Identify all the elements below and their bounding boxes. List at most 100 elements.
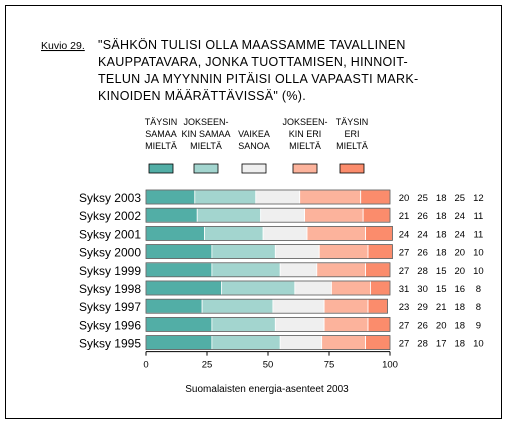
- value-label: 16: [455, 284, 466, 295]
- category-label: Syksy 2001: [79, 227, 141, 241]
- bar-segment: [362, 207, 391, 223]
- bar-segment: [367, 298, 388, 314]
- value-label: 27: [399, 248, 410, 259]
- legend-label: JOKSEEN-: [183, 117, 228, 127]
- x-tick-label: 0: [143, 360, 148, 371]
- legend-label: KIN ERI: [289, 129, 322, 139]
- value-label: 18: [436, 193, 447, 204]
- bar-segment: [304, 207, 364, 223]
- bar-segment: [321, 335, 366, 351]
- value-label: 27: [399, 266, 410, 277]
- bar-segment: [323, 316, 369, 332]
- value-label: 24: [455, 211, 466, 222]
- legend-label: MIELTÄ: [289, 141, 321, 151]
- bar-segment: [367, 244, 393, 260]
- bar-outline: [145, 207, 391, 223]
- value-label: 8: [476, 302, 481, 313]
- bar-segment: [260, 207, 305, 223]
- bar-outline: [145, 298, 388, 314]
- value-label: 11: [473, 211, 483, 222]
- category-label: Syksy 2002: [79, 209, 141, 223]
- bar-outline: [145, 225, 393, 241]
- value-label: 28: [417, 266, 428, 277]
- value-label: 31: [399, 284, 410, 295]
- bar-segment: [272, 298, 325, 314]
- bar-segment: [255, 189, 301, 205]
- value-label: 18: [455, 339, 466, 350]
- legend-label: SANOA: [238, 141, 270, 151]
- category-label: Syksy 1998: [79, 282, 141, 296]
- bar-segment: [299, 189, 362, 205]
- value-label: 18: [436, 248, 447, 259]
- value-label: 20: [436, 320, 447, 331]
- value-label: 25: [455, 193, 466, 204]
- value-label: 10: [473, 266, 484, 277]
- legend-swatch: [148, 163, 174, 174]
- source-note: Suomalaisten energia-asenteet 2003: [185, 384, 349, 395]
- value-label: 29: [417, 302, 428, 313]
- value-label: 20: [399, 193, 410, 204]
- value-label: 20: [455, 266, 466, 277]
- legend-label: TÄYSIN: [145, 117, 178, 127]
- bar-segment: [145, 280, 223, 296]
- value-label: 21: [436, 302, 447, 313]
- bar-outline: [145, 244, 393, 260]
- value-label: 24: [399, 229, 410, 240]
- value-label: 15: [436, 284, 447, 295]
- value-label: 26: [417, 320, 428, 331]
- bar-segment: [279, 262, 318, 278]
- bar-segment: [274, 244, 320, 260]
- bar-segment: [323, 298, 369, 314]
- x-tick-label: 75: [324, 360, 335, 371]
- value-label: 15: [436, 266, 447, 277]
- value-label: 24: [417, 229, 428, 240]
- bar-segment: [145, 189, 196, 205]
- title-line: "SÄHKÖN TULISI OLLA MAASSAMME TAVALLINEN: [98, 38, 406, 52]
- value-label: 27: [399, 339, 410, 350]
- bar-outline: [145, 316, 391, 332]
- bar-outline: [145, 280, 391, 296]
- category-label: Syksy 1999: [79, 264, 141, 278]
- bar-segment: [211, 262, 281, 278]
- bar-segment: [370, 280, 391, 296]
- value-label: 26: [417, 211, 428, 222]
- value-label: 23: [399, 302, 410, 313]
- value-label: 18: [455, 320, 466, 331]
- legend: TÄYSIN SAMAA MIELTÄ JOKSEEN- KIN SAMAA MIELTÄ…: [145, 117, 368, 174]
- bar-segment: [145, 207, 198, 223]
- bar-segment: [367, 316, 391, 332]
- bar-segment: [365, 225, 393, 241]
- bar-segment: [274, 316, 325, 332]
- bar-outline: [145, 262, 391, 278]
- bars: Syksy 2003 20 25 18 25 12 Syksy 2002 21 26 18 24 11…: [79, 189, 484, 351]
- legend-label: MIELTÄ: [336, 141, 368, 151]
- value-label: 18: [455, 302, 466, 313]
- value-label: 18: [436, 211, 447, 222]
- x-tick-label: 100: [382, 360, 398, 371]
- x-axis: 0 25 50 75 100: [143, 351, 398, 371]
- category-label: Syksy 2003: [79, 191, 141, 205]
- value-label: 8: [476, 284, 481, 295]
- value-label: 25: [417, 193, 428, 204]
- bar-segment: [221, 280, 296, 296]
- bar-segment: [331, 280, 371, 296]
- legend-swatch: [292, 163, 318, 174]
- chart-frame: Kuvio 29. "SÄHKÖN TULISI OLLA MAASSAMME …: [5, 5, 502, 419]
- value-label: 24: [455, 229, 466, 240]
- bar-outline: [145, 189, 391, 205]
- value-label: 21: [399, 211, 410, 222]
- chart-title: "SÄHKÖN TULISI OLLA MAASSAMME TAVALLINEN…: [98, 38, 418, 103]
- bar-segment: [145, 335, 213, 351]
- bar-segment: [194, 189, 257, 205]
- legend-label: VAIKEA: [238, 129, 270, 139]
- legend-swatch: [241, 163, 267, 174]
- x-tick-label: 50: [263, 360, 274, 371]
- legend-label: SAMAA: [145, 129, 177, 139]
- value-label: 28: [417, 339, 428, 350]
- bar-segment: [365, 262, 391, 278]
- bar-segment: [211, 335, 281, 351]
- title-line: KINOIDEN MÄÄRÄTTÄVISSÄ" (%).: [98, 89, 306, 103]
- legend-label: MIELTÄ: [145, 141, 177, 151]
- category-label: Syksy 2000: [79, 246, 141, 260]
- bar-segment: [211, 244, 276, 260]
